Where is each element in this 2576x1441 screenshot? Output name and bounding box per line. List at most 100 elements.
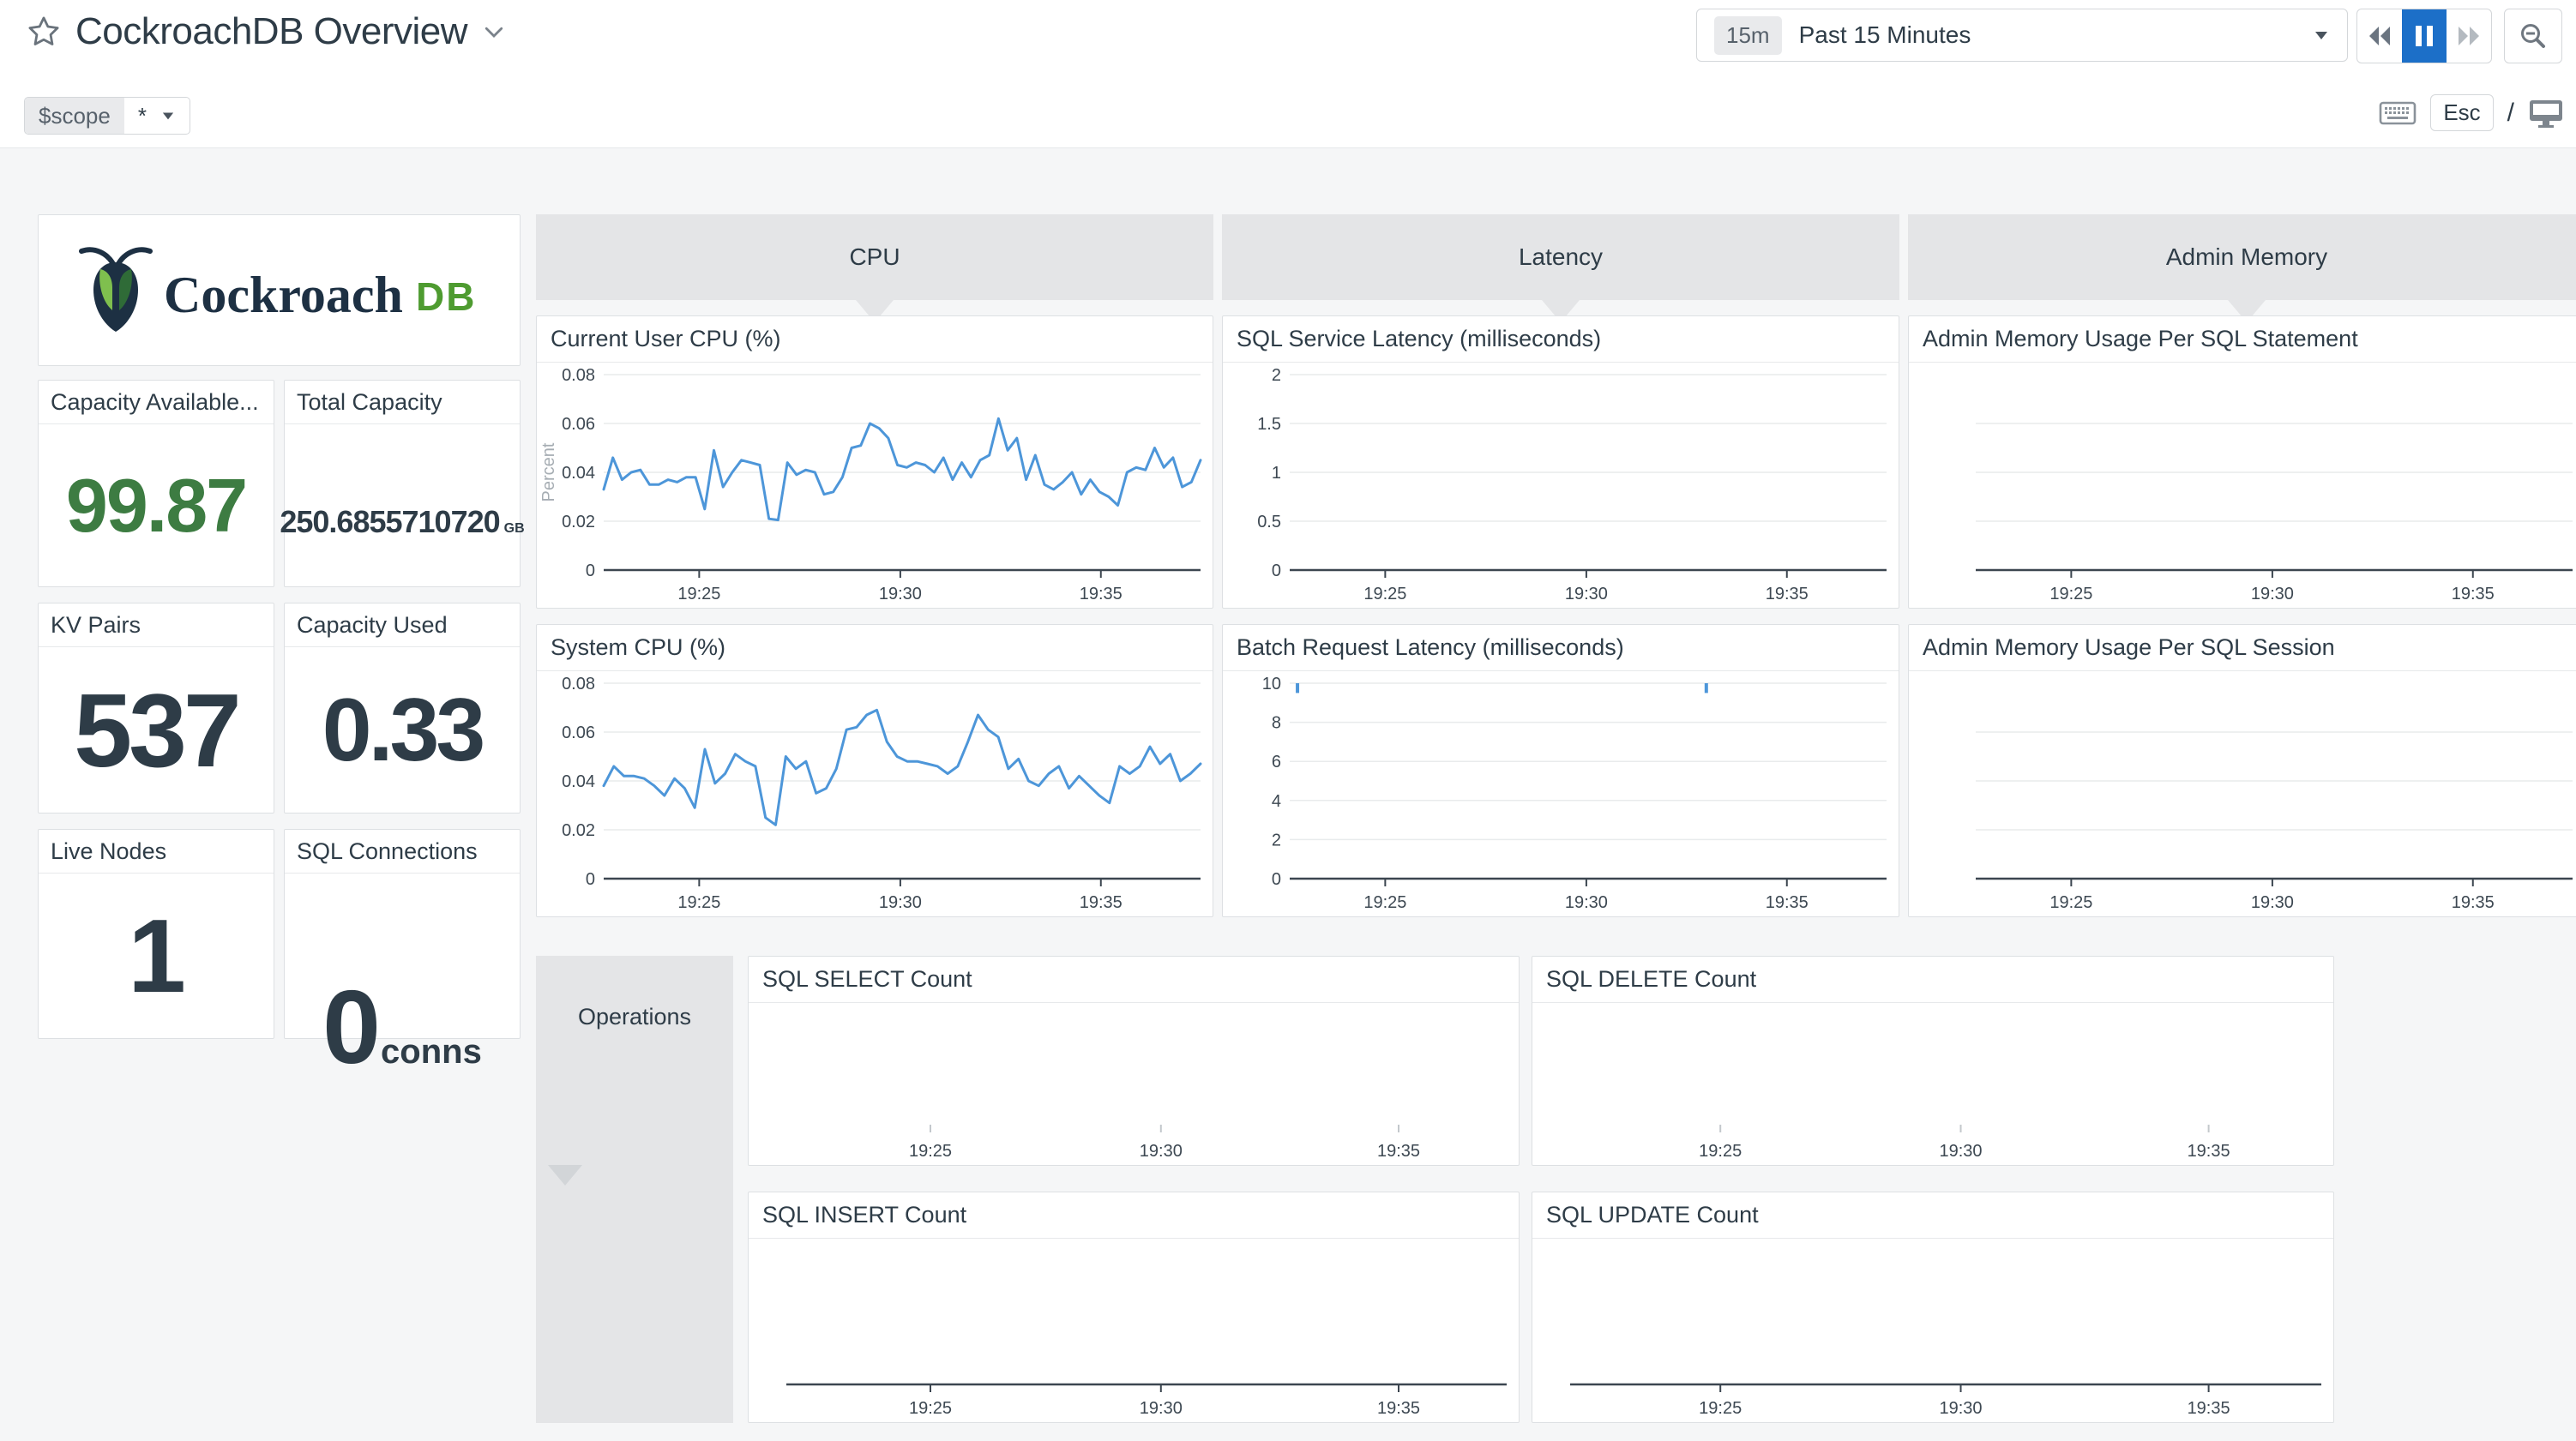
svg-text:19:25: 19:25: [677, 893, 720, 912]
time-range-label: Past 15 Minutes: [1798, 21, 1971, 48]
pause-button[interactable]: [2402, 9, 2447, 63]
svg-text:19:30: 19:30: [1140, 1399, 1183, 1418]
sql-select-count-plot[interactable]: 19:25 19:30 19:35: [749, 1003, 1519, 1165]
chart-title: SQL INSERT Count: [749, 1192, 1519, 1239]
svg-text:19:30: 19:30: [879, 585, 922, 603]
stat-card-capacity-available: Capacity Available... 99.87: [38, 380, 274, 587]
chart-title: SQL UPDATE Count: [1532, 1192, 2333, 1239]
keyboard-icon[interactable]: [2379, 99, 2417, 127]
svg-text:0.08: 0.08: [562, 675, 595, 693]
stat-value: 99.87: [65, 462, 248, 548]
svg-text:19:35: 19:35: [2188, 1142, 2230, 1161]
svg-text:19:30: 19:30: [879, 893, 922, 912]
svg-text:19:35: 19:35: [1766, 585, 1809, 603]
time-range-badge: 15m: [1714, 15, 1782, 55]
logo-brand-text: Cockroach: [164, 267, 403, 323]
chart-sql-delete-count: SQL DELETE Count 19:25 19:30 19:35: [1532, 956, 2334, 1166]
svg-text:19:25: 19:25: [1699, 1399, 1742, 1418]
page-title: CockroachDB Overview: [75, 10, 468, 52]
svg-text:Percent: Percent: [539, 442, 558, 501]
group-label: Operations: [577, 1004, 692, 1030]
svg-text:2: 2: [1272, 366, 1281, 385]
svg-text:19:30: 19:30: [1565, 893, 1608, 912]
admin-memory-session-plot[interactable]: 19:25 19:30 19:35: [1909, 671, 2576, 916]
sql-delete-count-plot[interactable]: 19:25 19:30 19:35: [1532, 1003, 2333, 1165]
cockroachdb-logo-card: Cockroach DB: [38, 214, 521, 366]
admin-memory-statement-plot[interactable]: 19:25 19:30 19:35: [1909, 363, 2576, 608]
stat-title: SQL Connections: [285, 830, 520, 874]
scope-value-text: *: [137, 102, 147, 129]
star-icon[interactable]: [26, 14, 62, 50]
svg-text:0: 0: [1272, 561, 1281, 580]
slash-separator: /: [2507, 98, 2514, 127]
stat-title: KV Pairs: [39, 603, 274, 647]
stat-title: Capacity Used: [285, 603, 520, 647]
current-user-cpu-plot[interactable]: 0.08 0.06 0.04 0.02 0 19:25 19:30 19:35 Percent: [537, 363, 1213, 608]
chart-sql-insert-count: SQL INSERT Count 19:25 19:30 19:35: [748, 1192, 1520, 1423]
chart-title: Current User CPU (%): [537, 316, 1213, 363]
stat-card-live-nodes: Live Nodes 1: [38, 829, 274, 1039]
stat-card-sql-connections: SQL Connections 0 conns: [284, 829, 521, 1079]
stat-unit: conns: [381, 1033, 482, 1071]
chart-title: Batch Request Latency (milliseconds): [1223, 625, 1899, 671]
stat-card-capacity-used: Capacity Used 0.33: [284, 603, 521, 814]
svg-text:19:30: 19:30: [1939, 1142, 1982, 1161]
svg-text:19:35: 19:35: [1080, 893, 1122, 912]
svg-text:6: 6: [1272, 753, 1281, 772]
logo-brand-suffix: DB: [416, 274, 476, 319]
chart-sql-select-count: SQL SELECT Count 19:25 19:30 19:35: [748, 956, 1520, 1166]
scope-variable-name: $scope: [25, 98, 124, 134]
sql-insert-count-plot[interactable]: 19:25 19:30 19:35: [749, 1239, 1519, 1422]
svg-text:0.06: 0.06: [562, 724, 595, 742]
svg-text:19:35: 19:35: [1766, 893, 1809, 912]
batch-request-latency-plot[interactable]: 10 8 6 4 2 0 19:25 19:30 19:35: [1223, 671, 1899, 916]
group-header-latency[interactable]: Latency: [1222, 214, 1899, 300]
stat-value: 250.6855710720: [280, 504, 500, 539]
group-header-cpu[interactable]: CPU: [536, 214, 1213, 300]
header-divider: [0, 147, 2576, 148]
stat-card-kv-pairs: KV Pairs 537: [38, 603, 274, 814]
group-label: Admin Memory: [2165, 243, 2328, 270]
system-cpu-plot[interactable]: 0.08 0.06 0.04 0.02 0 19:25 19:30 19:35: [537, 671, 1213, 916]
svg-text:19:30: 19:30: [1939, 1399, 1982, 1418]
scope-variable-value[interactable]: *: [124, 98, 190, 134]
stat-value: 0: [322, 969, 381, 1085]
template-variable-scope[interactable]: $scope *: [24, 97, 190, 135]
svg-text:19:30: 19:30: [1140, 1142, 1183, 1161]
sql-service-latency-plot[interactable]: 2 1.5 1 0.5 0 19:25 19:30 19:35: [1223, 363, 1899, 608]
svg-text:19:35: 19:35: [2452, 585, 2495, 603]
svg-text:19:25: 19:25: [1699, 1142, 1742, 1161]
chevron-down-icon[interactable]: [481, 19, 507, 45]
svg-text:19:25: 19:25: [1363, 893, 1406, 912]
rewind-button[interactable]: [2357, 9, 2402, 63]
sql-update-count-plot[interactable]: 19:25 19:30 19:35: [1532, 1239, 2333, 1422]
fast-forward-button[interactable]: [2447, 9, 2491, 63]
stat-title: Capacity Available...: [39, 381, 274, 424]
svg-text:19:25: 19:25: [1363, 585, 1406, 603]
stat-title: Total Capacity: [285, 381, 520, 424]
svg-text:0.08: 0.08: [562, 366, 595, 385]
chart-sql-service-latency: SQL Service Latency (milliseconds) 2 1.5 1…: [1222, 315, 1899, 609]
chart-title: System CPU (%): [537, 625, 1213, 671]
group-label: Latency: [1518, 243, 1604, 270]
svg-text:0: 0: [586, 561, 595, 580]
time-range-selector[interactable]: 15m Past 15 Minutes: [1696, 9, 2348, 62]
group-label: CPU: [849, 243, 900, 270]
svg-text:19:35: 19:35: [2188, 1399, 2230, 1418]
chart-title: Admin Memory Usage Per SQL Session: [1909, 625, 2576, 671]
svg-text:8: 8: [1272, 714, 1281, 733]
zoom-out-button[interactable]: [2504, 9, 2562, 63]
chart-sql-update-count: SQL UPDATE Count 19:25 19:30 19:35: [1532, 1192, 2334, 1423]
svg-text:0.06: 0.06: [562, 415, 595, 434]
chart-title: Admin Memory Usage Per SQL Statement: [1909, 316, 2576, 363]
stat-value: 1: [128, 898, 186, 1014]
cockroach-bug-icon: Cockroach DB: [78, 246, 476, 332]
fast-forward-icon: [2459, 27, 2479, 45]
group-header-operations[interactable]: Operations: [536, 956, 733, 1423]
chart-title: SQL SELECT Count: [749, 957, 1519, 1003]
chart-system-cpu: System CPU (%) 0.08 0.06 0.04 0.02 0 19:25 19:…: [536, 624, 1213, 917]
monitor-icon[interactable]: [2528, 98, 2564, 129]
chart-batch-request-latency: Batch Request Latency (milliseconds) 10 8…: [1222, 624, 1899, 917]
svg-text:19:25: 19:25: [677, 585, 720, 603]
group-header-admin-memory[interactable]: Admin Memory: [1908, 214, 2576, 300]
